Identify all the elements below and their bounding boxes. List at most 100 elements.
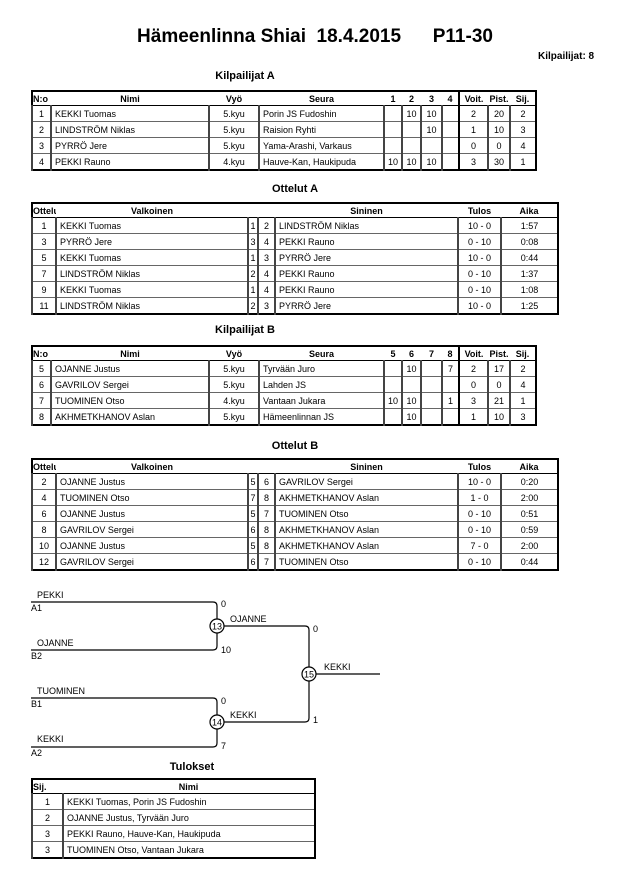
- table-cell: 0: [487, 137, 511, 154]
- column-header: Nimi: [63, 779, 315, 794]
- table-cell: 1: [509, 153, 537, 171]
- table-cell: 0:59: [500, 521, 559, 538]
- table-row: 10 OJANNE Justus 5 8 AKHMETKHANOV Aslan 7 - 0…: [31, 537, 559, 554]
- table-cell: 10: [401, 392, 422, 409]
- final-winner: KEKKI: [324, 662, 351, 672]
- table-cell: 1:08: [500, 281, 559, 298]
- table-row: 5 KEKKI Tuomas 1 3 PYRRÖ Jere 10 - 0 0:44: [31, 249, 559, 266]
- table-row: 1 KEKKI Tuomas, Porin JS Fudoshin: [31, 793, 316, 810]
- table-cell: 0: [458, 137, 489, 154]
- table-cell: 1:25: [500, 297, 559, 315]
- table-cell: 5.kyu: [208, 408, 260, 426]
- table-row: 5 OJANNE Justus 5.kyu Tyrvään Juro 10 7 2 17 2: [31, 360, 537, 377]
- table-cell: Hämeenlinnan JS: [258, 408, 385, 426]
- table-cell: PYRRÖ Jere: [50, 137, 210, 154]
- matches-a-table: OtteluValkoinenSininenTulosAika1KEKKI Tu…: [31, 202, 559, 315]
- table-cell: 10: [401, 408, 422, 426]
- pool-b-title: Kilpailijat B: [215, 324, 275, 336]
- table-cell: TUOMINEN Otso: [274, 553, 459, 571]
- column-header: Sij.: [32, 779, 63, 794]
- competitors-count: Kilpailijat: 8: [538, 51, 595, 62]
- table-cell: 3: [509, 408, 537, 426]
- table-row: 9 KEKKI Tuomas 1 4 PEKKI Rauno 0 - 10 1:08: [31, 281, 559, 298]
- table-cell: 10: [401, 153, 422, 171]
- final-bottom-score: 1: [313, 715, 318, 725]
- semi2-top-name: TUOMINEN: [37, 686, 85, 696]
- table-cell: 5.kyu: [208, 137, 260, 154]
- table-cell: 2: [509, 105, 537, 122]
- semi2-top-seed: B1: [31, 699, 42, 709]
- bracket-line-b2: [31, 633, 218, 651]
- table-cell: Yama-Arashi, Varkaus: [258, 137, 385, 154]
- semi1-top-score: 0: [221, 599, 226, 609]
- match-circle-15: [301, 666, 317, 682]
- table-cell: 1: [31, 793, 64, 810]
- semi2-match-number: 14: [212, 718, 222, 728]
- table-row: 3 PYRRÖ Jere 5.kyu Yama-Arashi, Varkaus 0 0 4: [31, 137, 537, 154]
- header-row: OtteluValkoinenSininenTulosAika: [32, 459, 558, 474]
- semi2-winner: KEKKI: [230, 710, 257, 720]
- table-row: 2 OJANNE Justus, Tyrvään Juro: [31, 809, 316, 826]
- semi2-bottom-seed: A2: [31, 748, 42, 758]
- table-cell: PEKKI Rauno: [274, 281, 459, 298]
- final-top-score: 0: [313, 624, 318, 634]
- pool-a-title: Kilpailijat A: [215, 70, 275, 82]
- table-row: 11 LINDSTRÖM Niklas 2 3 PYRRÖ Jere 10 - 0 1:25: [31, 297, 559, 315]
- page-title: Hämeenlinna Shiai 18.4.2015 P11-30: [137, 26, 493, 47]
- pool-b-table: N:o Nimi Vyö Seura 5 6 7 8 Voit. Pist. Sij. 5 OJANNE…: [31, 345, 537, 426]
- semi1-bottom-name: OJANNE: [37, 638, 74, 648]
- table-cell: 0 - 10: [457, 281, 502, 298]
- semi1-match-number: 13: [212, 622, 222, 632]
- table-cell: 3: [31, 825, 64, 842]
- pool-a-table: N:o Nimi Vyö Seura 1 2 3 4 Voit. Pist. Sij. 1 KEKKI …: [31, 90, 537, 171]
- semi2-top-score: 0: [221, 696, 226, 706]
- bracket-line-b1: [31, 697, 218, 715]
- semi1-top-name: PEKKI: [37, 590, 64, 600]
- matches-b-title: Ottelut B: [271, 440, 319, 452]
- match-circle-13: [209, 618, 225, 634]
- semi1-bottom-score: 10: [221, 645, 231, 655]
- matches-a-title: Ottelut A: [271, 183, 319, 195]
- header-row: N:o Nimi Vyö Seura 5 6 7 8 Voit. Pist. Sij.: [32, 346, 536, 361]
- table-row: 3 PYRRÖ Jere 3 4 PEKKI Rauno 0 - 10 0:08: [31, 233, 559, 250]
- table-row: 7 LINDSTRÖM Niklas 2 4 PEKKI Rauno 0 - 10 1:37: [31, 265, 559, 282]
- table-row: 3 TUOMINEN Otso, Vantaan Jukara: [31, 841, 316, 859]
- table-cell: 1: [458, 408, 489, 426]
- results-table: Sij. Nimi 1 KEKKI Tuomas, Porin JS Fudoshin…: [31, 778, 316, 859]
- table-cell: 2: [31, 809, 64, 826]
- table-row: 4 PEKKI Rauno 4.kyu Hauve-Kan, Haukipuda 10 1…: [31, 153, 537, 171]
- table-cell: 3: [31, 841, 64, 859]
- table-cell: 2: [509, 360, 537, 377]
- matches-b-table: OtteluValkoinenSininenTulosAika2OJANNE J…: [31, 458, 559, 571]
- table-cell: 1: [509, 392, 537, 409]
- table-cell: 4: [509, 137, 537, 154]
- final-match-number: 15: [304, 670, 314, 680]
- table-cell: GAVRILOV Sergei: [55, 553, 249, 571]
- table-cell: 4: [257, 281, 276, 298]
- header-row: OtteluValkoinenSininenTulosAika: [32, 203, 558, 218]
- header-row: Sij. Nimi: [32, 779, 315, 794]
- table-cell: KEKKI Tuomas, Porin JS Fudoshin: [62, 793, 316, 810]
- table-cell: 4.kyu: [208, 392, 260, 409]
- match-circle-14: [209, 714, 225, 730]
- table-row: 12 GAVRILOV Sergei 6 7 TUOMINEN Otso 0 - 10 0:…: [31, 553, 559, 571]
- table-row: 7 TUOMINEN Otso 4.kyu Vantaan Jukara 10 10 1 3 2…: [31, 392, 537, 409]
- table-cell: AKHMETKHANOV Aslan: [274, 537, 459, 554]
- table-row: 2 LINDSTRÖM Niklas 5.kyu Raision Ryhti 10 1 10…: [31, 121, 537, 138]
- bracket-line-semi2-winner: [224, 681, 310, 723]
- semi2-bottom-name: KEKKI: [37, 734, 64, 744]
- table-row: 8 AKHMETKHANOV Aslan 5.kyu Hämeenlinnan JS 1…: [31, 408, 537, 426]
- table-cell: 2:00: [500, 537, 559, 554]
- bracket-line-a1: [31, 601, 218, 619]
- table-cell: 11: [31, 297, 57, 315]
- table-cell: 0:44: [500, 553, 559, 571]
- bracket-line-semi1-winner: [224, 625, 310, 667]
- bracket-line-a2: [31, 729, 218, 748]
- table-cell: TUOMINEN Otso, Vantaan Jukara: [62, 841, 316, 859]
- table-cell: 10: [420, 153, 443, 171]
- table-cell: Hauve-Kan, Haukipuda: [258, 153, 385, 171]
- table-cell: PYRRÖ Jere: [274, 297, 459, 315]
- table-cell: 12: [31, 553, 57, 571]
- results-title: Tulokset: [169, 761, 215, 773]
